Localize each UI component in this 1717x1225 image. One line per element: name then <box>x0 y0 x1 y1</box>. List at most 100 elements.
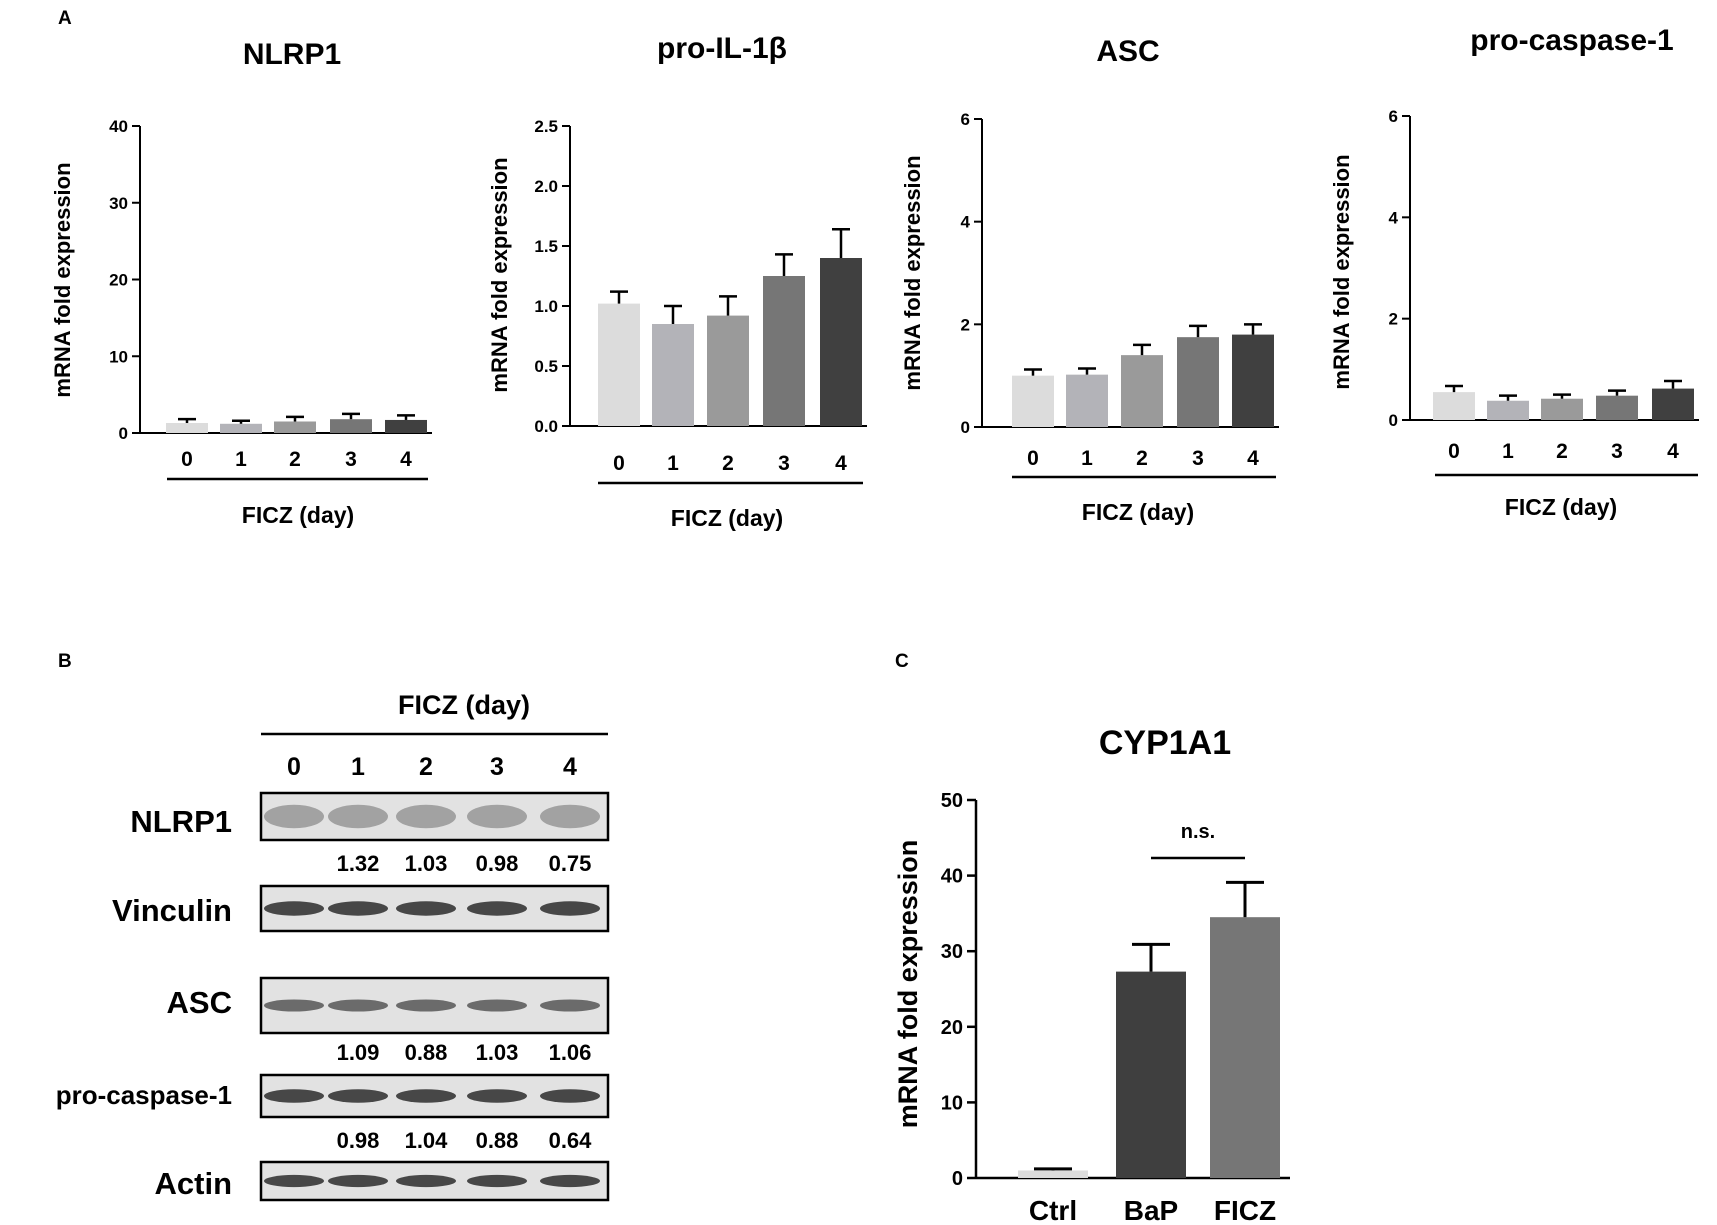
blot-band <box>540 1089 600 1103</box>
x-tick-label: 4 <box>400 448 412 471</box>
bar-day-4 <box>1652 388 1694 420</box>
y-tick-label: 6 <box>961 110 970 129</box>
blot-band <box>467 999 527 1012</box>
blot-row-asc: ASC 1.09 0.88 1.03 1.06 <box>167 976 610 1065</box>
blot-quant-value: 1.32 <box>337 851 380 876</box>
blot-row-vinculin: Vinculin <box>112 884 610 933</box>
significance-label: n.s. <box>1181 821 1215 843</box>
y-tick-label: 6 <box>1389 107 1398 126</box>
x-tick-label: 0 <box>1448 440 1460 463</box>
blot-quant-value: 1.09 <box>337 1040 380 1065</box>
chart-title: pro-IL-1β <box>657 32 787 65</box>
bar-day-1 <box>1066 374 1108 427</box>
blot-band <box>328 804 388 829</box>
blot-quant-value: 1.04 <box>405 1128 449 1153</box>
bar-ficz <box>1210 917 1280 1178</box>
blot-band <box>328 1174 388 1188</box>
blot-quant-value: 0.98 <box>337 1128 380 1153</box>
chart-pro-il1b-mrna: pro-IL-1β 0.0 0.5 1.0 1.5 2.0 2.5 0 1 2 3 4 FICZ (da… <box>487 32 867 531</box>
y-tick-label: 2.0 <box>534 177 558 196</box>
bar-day-0 <box>1012 375 1054 427</box>
bar-day-2 <box>707 315 749 426</box>
panel-label-c: C <box>895 651 909 672</box>
blot-quant-value: 1.06 <box>549 1040 592 1065</box>
blot-quant-value: 0.64 <box>549 1128 593 1153</box>
blot-lane-0: 0 <box>287 753 301 781</box>
panel-label-a: A <box>58 8 72 29</box>
blot-band <box>467 1089 527 1103</box>
chart-asc-mrna: ASC 0 2 4 6 0 1 2 3 4 FICZ (day) mRNA fold expressi… <box>900 35 1279 525</box>
chart-title: NLRP1 <box>243 38 341 71</box>
x-tick-label: 1 <box>235 448 247 471</box>
y-tick-label: 0.0 <box>534 417 558 436</box>
x-tick-label: Ctrl <box>1029 1195 1077 1225</box>
blot-lane-1: 1 <box>351 753 365 781</box>
y-tick-label: 10 <box>941 1092 963 1114</box>
blot-row-nlrp1: NLRP1 1.32 1.03 0.98 0.75 <box>130 791 610 876</box>
x-tick-label: 2 <box>289 448 301 471</box>
blot-row-actin: Actin <box>155 1160 610 1202</box>
blot-band <box>264 1174 324 1188</box>
y-axis-label: mRNA fold expression <box>893 840 923 1129</box>
y-tick-label: 20 <box>109 271 128 290</box>
blot-band <box>328 901 388 916</box>
blot-band <box>264 999 324 1012</box>
x-axis-label: FICZ (day) <box>1505 494 1617 520</box>
bar-day-1 <box>652 324 694 426</box>
x-axis-label: FICZ (day) <box>242 502 354 528</box>
y-tick-label: 0.5 <box>534 357 558 376</box>
bar-day-3 <box>1177 337 1219 427</box>
y-axis-label: mRNA fold expression <box>900 155 925 390</box>
y-tick-label: 0 <box>961 418 970 437</box>
chart-title: CYP1A1 <box>1099 724 1231 762</box>
bar-day-3 <box>330 419 372 433</box>
bar-day-4 <box>1232 334 1274 427</box>
y-tick-label: 2.5 <box>534 117 558 136</box>
x-tick-label: BaP <box>1124 1195 1178 1225</box>
blot-lane-labels: 0 1 2 3 4 <box>287 753 577 781</box>
blot-row-label: ASC <box>167 985 232 1020</box>
y-tick-label: 40 <box>941 866 963 888</box>
x-tick-label: 1 <box>1081 447 1093 470</box>
bar-day-1 <box>1487 400 1529 420</box>
blot-band <box>328 1089 388 1103</box>
y-tick-label: 1.0 <box>534 297 558 316</box>
blot-band <box>540 1174 600 1188</box>
x-axis-label: FICZ (day) <box>671 505 783 531</box>
chart-nlrp1-mrna: NLRP1 0 10 20 30 40 0 1 2 3 4 FICZ (day) mRNA fold e… <box>50 38 432 528</box>
x-tick-label: 3 <box>1611 440 1623 463</box>
x-tick-label: 0 <box>181 448 193 471</box>
y-axis-label: mRNA fold expression <box>487 157 512 392</box>
blot-band <box>264 901 324 916</box>
blot-quant-value: 0.88 <box>476 1128 519 1153</box>
x-tick-label: 2 <box>1556 440 1568 463</box>
blot-band <box>540 999 600 1012</box>
bar-day-3 <box>1596 395 1638 420</box>
bar-ctrl <box>1018 1170 1088 1178</box>
x-tick-label: 2 <box>1136 447 1148 470</box>
bar-day-0 <box>598 303 640 426</box>
chart-title: pro-caspase-1 <box>1470 24 1673 57</box>
y-axis-label: mRNA fold expression <box>1329 154 1354 389</box>
bar-day-0 <box>1433 392 1475 420</box>
blot-row-pro-caspase-1: pro-caspase-1 0.98 1.04 0.88 0.64 <box>56 1073 610 1153</box>
blot-lane-3: 3 <box>490 753 504 781</box>
blot-band <box>467 1174 527 1188</box>
panel-label-b: B <box>58 651 72 672</box>
blot-band <box>396 999 456 1012</box>
x-tick-label: 3 <box>1192 447 1204 470</box>
bar-day-2 <box>1121 355 1163 427</box>
blot-band <box>328 999 388 1012</box>
blot-band <box>540 804 600 829</box>
blot-band <box>396 804 456 829</box>
y-tick-label: 10 <box>109 347 128 366</box>
x-tick-label: 4 <box>1247 447 1259 470</box>
blot-row-label: Vinculin <box>112 893 232 928</box>
blot-row-label: NLRP1 <box>130 804 232 839</box>
y-tick-label: 4 <box>961 213 971 232</box>
x-tick-label: 2 <box>722 452 734 475</box>
x-tick-label: 1 <box>667 452 679 475</box>
blot-strip <box>259 791 610 842</box>
blot-band <box>264 804 324 829</box>
